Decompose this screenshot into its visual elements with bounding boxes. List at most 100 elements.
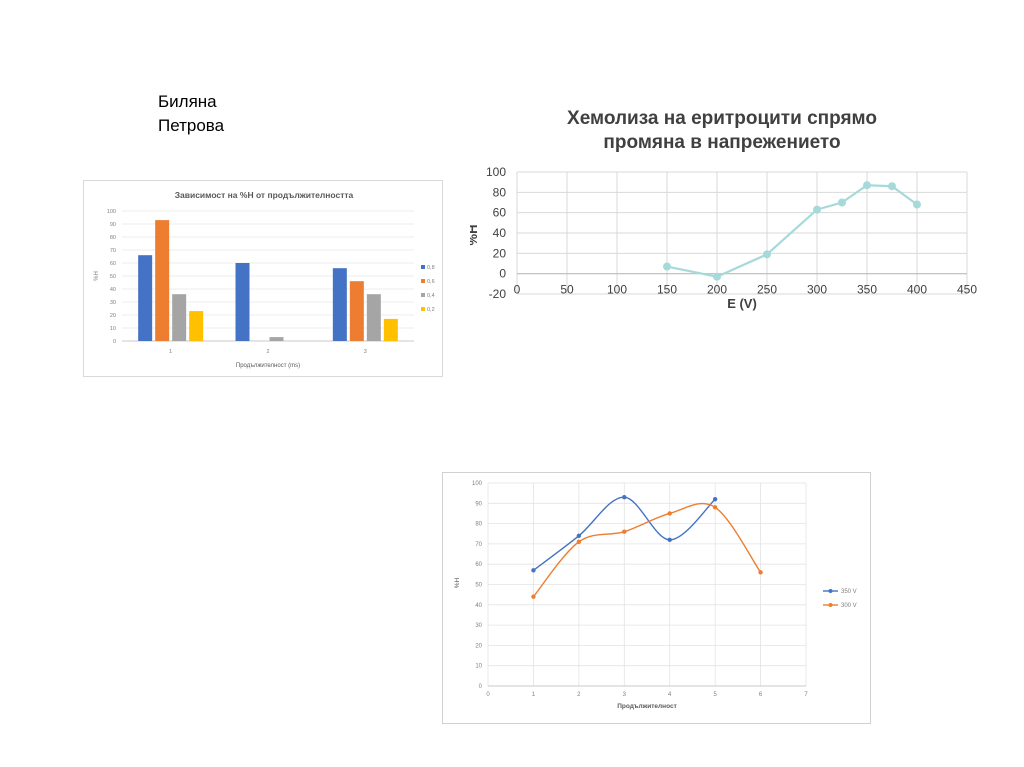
bar-0-4-cat3 — [366, 294, 381, 341]
bar-chart-svg: Зависимост на %Н от продължителността010… — [94, 190, 435, 369]
x-tick-label: 250 — [757, 283, 777, 297]
x-axis-label: E (V) — [727, 296, 757, 311]
chart-title-line: Хемолиза на еритроцити спрямо — [567, 108, 877, 129]
data-point — [713, 272, 721, 281]
x-tick-label: 150 — [657, 283, 677, 297]
y-tick-label: 30 — [475, 623, 482, 629]
x-axis-label: Продължителност (ms) — [236, 363, 300, 369]
x-tick-label: 5 — [713, 692, 717, 698]
data-point — [576, 533, 582, 538]
legend-label: 0,8 — [427, 265, 435, 271]
data-point — [531, 568, 536, 573]
legend-label: 0,4 — [427, 293, 435, 299]
data-point — [667, 537, 672, 543]
y-tick-label: 40 — [493, 226, 507, 240]
y-tick-label: 20 — [475, 643, 482, 649]
y-tick-label: 40 — [110, 287, 116, 293]
data-point — [813, 205, 821, 214]
data-point — [663, 262, 671, 271]
y-axis-label: %H — [470, 225, 480, 246]
bar-0-8-cat1 — [138, 255, 153, 341]
x-tick-label: 400 — [907, 283, 927, 297]
x-tick-label: 7 — [804, 692, 808, 698]
line-chart-voltage-svg: Хемолиза на еритроцити спрямо промяна в н… — [465, 108, 977, 311]
x-tick-label: 350 — [857, 283, 877, 297]
data-point — [863, 181, 871, 190]
legend-label: 350 V — [841, 589, 857, 595]
y-tick-label: 80 — [475, 522, 482, 528]
x-tick-label: 3 — [364, 349, 367, 355]
x-tick-label: 1 — [532, 692, 536, 698]
y-tick-label: 70 — [475, 542, 482, 548]
y-tick-label: 60 — [110, 261, 116, 267]
x-tick-label: 450 — [957, 283, 977, 297]
legend-marker — [828, 603, 833, 607]
data-point — [622, 495, 627, 500]
legend-label: 0,6 — [427, 279, 435, 285]
line-chart-duration: 0 1 2 3 4 5 6 7 0 10 20 30 40 50 60 70 80 90 100 Продължите… — [442, 472, 871, 724]
y-tick-label: 20 — [493, 246, 507, 260]
y-tick-label: 20 — [110, 313, 116, 319]
author-first-name: Биляна — [158, 92, 217, 111]
bar-chart-duration: Зависимост на %Н от продължителността 0 10… — [83, 180, 443, 377]
y-tick-label: 80 — [493, 185, 507, 199]
data-point — [622, 529, 627, 534]
legend-label: 300 V — [841, 603, 857, 609]
bar-0-8-cat3 — [332, 268, 347, 341]
y-tick-label: 40 — [475, 603, 482, 609]
legend-label: 0,2 — [427, 307, 435, 313]
chart-title-line: промяна в напрежението — [603, 132, 840, 153]
line-chart-duration-svg: 0 1 2 3 4 5 6 70102030405060708090100Продължите… — [454, 481, 857, 710]
data-point — [888, 182, 896, 191]
y-tick-label: 30 — [110, 300, 116, 306]
y-tick-label: 90 — [110, 222, 116, 228]
y-tick-label: 0 — [113, 339, 116, 345]
y-tick-label: 80 — [110, 235, 116, 241]
x-tick-label: 2 — [577, 692, 581, 698]
y-tick-label: 100 — [107, 209, 116, 215]
x-tick-label: 200 — [707, 283, 727, 297]
x-tick-label: 4 — [668, 692, 672, 698]
x-tick-label: 0 — [514, 283, 521, 297]
bar-0-6-cat1 — [155, 220, 170, 341]
y-tick-label: 50 — [110, 274, 116, 280]
y-tick-label: 60 — [475, 562, 482, 568]
chart-title: Зависимост на %Н от продължителността — [175, 190, 354, 200]
data-point — [758, 570, 763, 575]
x-tick-label: 100 — [607, 283, 627, 297]
data-point — [913, 200, 921, 209]
x-tick-label: 2 — [266, 349, 269, 355]
bar-0-4-cat1 — [172, 294, 187, 341]
y-axis-label: %H — [454, 577, 461, 588]
legend-swatch — [421, 279, 425, 283]
y-tick-label: 0 — [479, 684, 483, 690]
bar-0-2-cat1 — [189, 311, 204, 341]
legend-marker — [828, 589, 833, 593]
y-tick-label: 60 — [493, 206, 507, 220]
bar-0-4-cat2 — [269, 337, 284, 341]
x-tick-label: 300 — [807, 283, 827, 297]
x-tick-label: 3 — [623, 692, 627, 698]
author-last-name: Петрова — [158, 116, 225, 135]
legend-swatch — [421, 265, 425, 269]
y-tick-label: 90 — [475, 501, 482, 507]
y-axis-label: %H — [94, 271, 100, 281]
legend-swatch — [421, 293, 425, 297]
data-point — [712, 497, 718, 502]
y-tick-label: 100 — [472, 481, 483, 487]
y-tick-label: 10 — [475, 664, 482, 670]
x-tick-label: 6 — [759, 692, 763, 698]
data-point — [712, 505, 718, 510]
line-chart-voltage: Хемолиза на еритроцити спрямо промяна в н… — [465, 100, 990, 330]
data-point — [576, 539, 582, 545]
data-point — [838, 198, 846, 207]
author-name: Биляна Петрова — [158, 90, 224, 138]
bar-0-8-cat2 — [235, 263, 250, 341]
data-point — [763, 250, 771, 259]
x-axis-label: Продължителност — [617, 703, 677, 710]
x-tick-label: 1 — [169, 349, 172, 355]
y-tick-label: 100 — [486, 165, 506, 179]
y-tick-label: 10 — [110, 326, 116, 332]
y-tick-label: 70 — [110, 248, 116, 254]
y-tick-label: -20 — [489, 287, 507, 301]
